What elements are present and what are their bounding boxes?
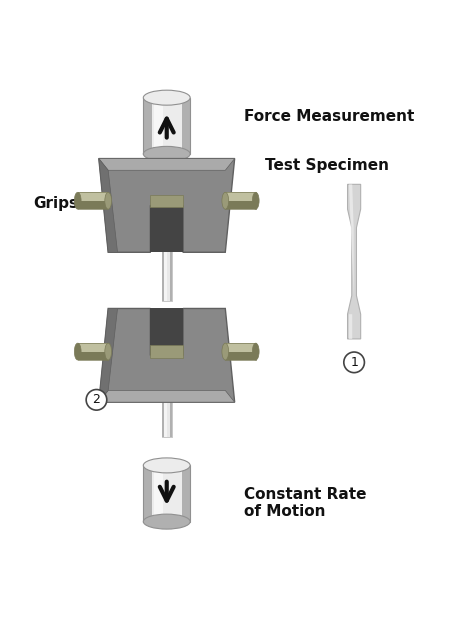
Polygon shape [225,351,256,360]
Polygon shape [143,98,152,154]
Polygon shape [164,245,170,302]
Polygon shape [99,158,235,252]
Polygon shape [162,388,164,437]
Ellipse shape [143,458,190,473]
Ellipse shape [74,343,81,360]
Polygon shape [225,201,256,209]
Polygon shape [99,309,235,402]
Polygon shape [99,391,235,402]
Text: Grips: Grips [33,196,78,211]
Ellipse shape [252,343,259,360]
Polygon shape [162,154,164,161]
Polygon shape [150,194,183,207]
Polygon shape [150,206,183,252]
Circle shape [344,352,365,373]
Polygon shape [164,245,166,302]
Polygon shape [154,466,163,522]
Polygon shape [78,201,108,209]
Polygon shape [164,154,170,161]
Polygon shape [225,343,256,351]
Ellipse shape [143,90,190,105]
Text: Test Specimen: Test Specimen [265,158,389,173]
Polygon shape [150,309,183,355]
Polygon shape [162,245,164,302]
Polygon shape [170,245,172,302]
Polygon shape [150,346,183,358]
Text: 2: 2 [92,393,100,406]
Polygon shape [164,388,166,437]
Ellipse shape [143,146,190,162]
Polygon shape [152,98,182,154]
Polygon shape [154,98,163,154]
Polygon shape [99,158,235,170]
Polygon shape [170,154,172,161]
Polygon shape [164,388,170,437]
Polygon shape [225,192,256,201]
Text: 1: 1 [350,356,358,369]
Polygon shape [78,192,108,201]
Ellipse shape [222,343,228,360]
Polygon shape [182,98,190,154]
Polygon shape [152,466,182,522]
Polygon shape [99,158,118,252]
Ellipse shape [105,343,111,360]
Polygon shape [347,184,361,339]
Polygon shape [164,154,166,161]
Polygon shape [182,466,190,522]
Polygon shape [183,163,232,252]
Polygon shape [170,388,172,437]
Ellipse shape [222,192,228,209]
Ellipse shape [74,192,81,209]
Ellipse shape [143,514,190,529]
Ellipse shape [252,192,259,209]
Polygon shape [143,466,152,522]
Polygon shape [78,351,108,360]
Polygon shape [99,309,118,402]
Polygon shape [101,163,150,252]
Circle shape [86,389,107,410]
Polygon shape [349,184,354,339]
Text: Constant Rate
of Motion: Constant Rate of Motion [244,487,366,519]
Ellipse shape [105,192,111,209]
Polygon shape [78,343,108,351]
Text: Force Measurement: Force Measurement [244,109,414,124]
